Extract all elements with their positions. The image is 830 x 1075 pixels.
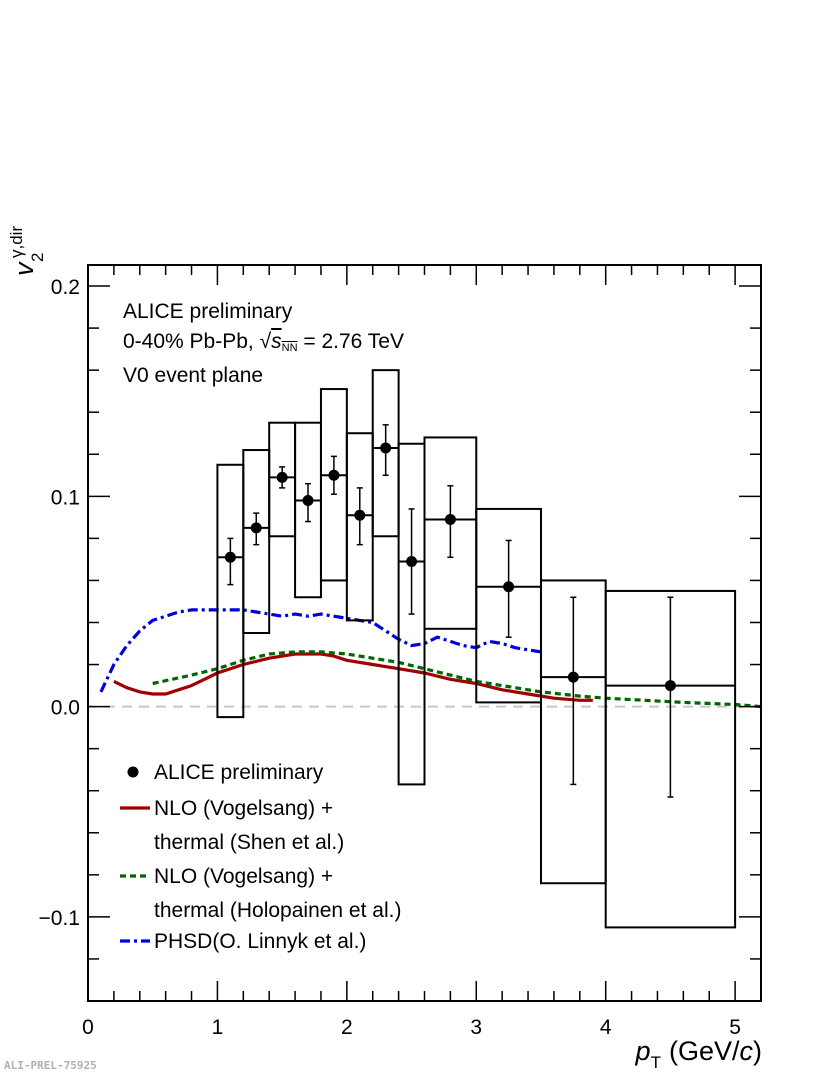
y-tick-label: 0.2 <box>51 276 80 299</box>
y-axis-label-sup: γ,dir <box>7 226 26 258</box>
series-curve-dashdot <box>99 608 542 693</box>
legend-label: ALICE preliminary <box>154 761 324 784</box>
y-tick-label: 0.1 <box>51 486 80 509</box>
systematic-box <box>604 589 737 929</box>
x-tick-label: 3 <box>470 1016 482 1039</box>
series-curve-dotted <box>152 650 762 709</box>
data-point <box>567 671 579 683</box>
data-point <box>406 556 418 568</box>
legend-label: thermal (Shen et al.) <box>154 831 344 854</box>
data-point <box>328 469 340 481</box>
legend-label: PHSD(O. Linnyk et al.) <box>154 930 366 953</box>
annotation-line3: V0 event plane <box>123 364 264 387</box>
x-axis-label-unit: (GeV/ <box>669 1036 740 1066</box>
legend-label: thermal (Holopainen et al.) <box>154 899 401 922</box>
sqrt-symbol: √ <box>259 330 272 353</box>
x-tick-label: 5 <box>729 1016 741 1039</box>
data-point <box>302 495 314 507</box>
data-point <box>250 522 262 534</box>
plot-frame <box>87 264 762 1002</box>
x-axis-label: pT (GeV/c) <box>635 1036 762 1072</box>
x-axis-label-unit-var: c <box>740 1036 754 1066</box>
data-point <box>276 471 288 483</box>
y-axis-label-main: v <box>9 261 39 276</box>
data-point <box>380 442 392 454</box>
y-axis-label: v2γ,dir <box>7 226 47 276</box>
x-axis-label-sub: T <box>651 1053 661 1072</box>
legend-marker <box>127 766 139 778</box>
y-tick-label: 0.0 <box>51 697 80 720</box>
x-tick-label: 0 <box>82 1016 94 1039</box>
legend-label: NLO (Vogelsang) + <box>154 865 333 888</box>
data-point <box>354 509 366 521</box>
x-tick-label: 4 <box>600 1016 612 1039</box>
x-axis-label-unit-end: ) <box>753 1036 762 1066</box>
data-point <box>224 551 236 563</box>
preliminary-figure-id: ALI-PREL-75925 <box>4 1059 97 1072</box>
data-point <box>444 513 456 525</box>
y-axis-label-sub: 2 <box>28 253 47 262</box>
data-point <box>664 680 676 692</box>
systematic-box <box>242 449 271 634</box>
annotation-line1: ALICE preliminary <box>123 300 293 323</box>
x-tick-label: 2 <box>341 1016 353 1039</box>
data-point <box>503 581 515 593</box>
annotation-line2-prefix: 0-40% Pb-Pb, <box>123 330 254 353</box>
systematic-box <box>216 463 245 719</box>
annotation-line2: 0-40% Pb-Pb, √sNN = 2.76 TeV <box>123 330 404 354</box>
series-curve-solid <box>113 652 593 702</box>
sqrt-s-sub: NN <box>281 342 298 354</box>
y-tick-label: −0.1 <box>39 907 80 930</box>
x-axis-label-main: p <box>635 1036 651 1066</box>
sqrt-s: s <box>271 330 282 353</box>
legend-label: NLO (Vogelsang) + <box>154 797 333 820</box>
x-tick-label: 1 <box>212 1016 224 1039</box>
annotation-line2-suffix: = 2.76 TeV <box>303 330 404 353</box>
